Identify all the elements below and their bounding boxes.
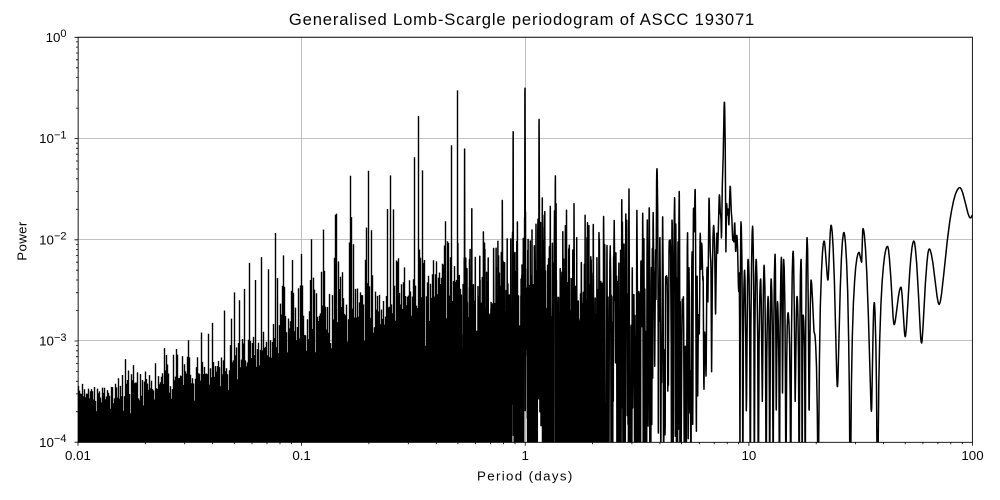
svg-text:1: 1	[521, 448, 528, 463]
svg-text:0.01: 0.01	[65, 448, 91, 463]
svg-text:0.1: 0.1	[292, 448, 311, 463]
svg-text:Power: Power	[14, 221, 29, 261]
svg-text:Generalised Lomb-Scargle perio: Generalised Lomb-Scargle periodogram of …	[289, 10, 755, 29]
svg-text:10: 10	[742, 448, 757, 463]
svg-text:100: 100	[961, 448, 983, 463]
svg-text:Period (days): Period (days)	[477, 469, 574, 484]
